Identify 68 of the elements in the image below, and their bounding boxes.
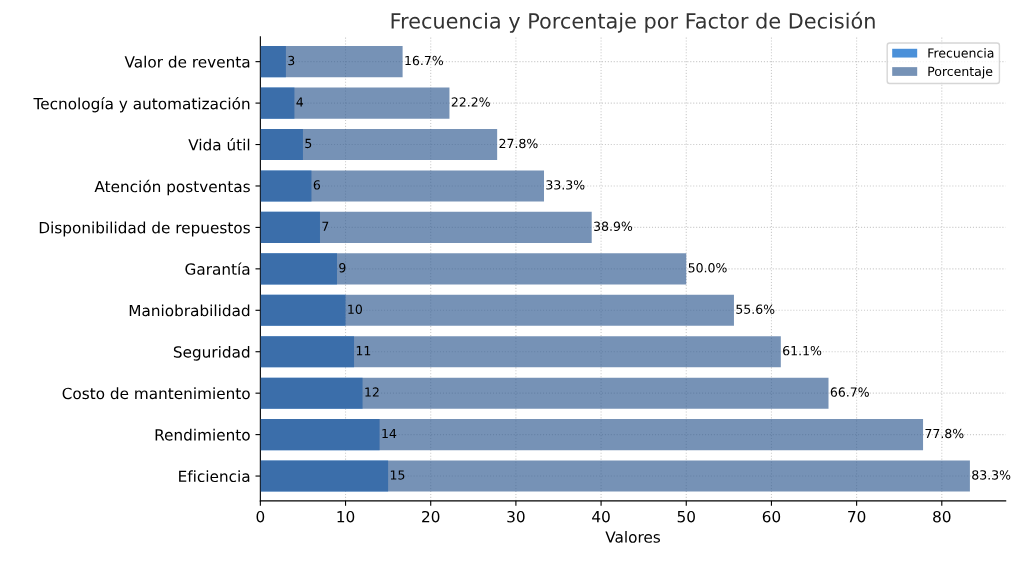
legend-label: Frecuencia [928,48,994,58]
y-tick-label: Eficiencia [179,470,250,483]
data-label: 50.0% [688,263,727,273]
bar [260,336,355,368]
data-label: 66.7% [830,387,869,397]
data-label: 38.9% [594,221,633,232]
bar [260,87,450,119]
data-label: 9 [339,263,346,273]
y-tick-label: Garantía [185,262,250,275]
data-label: 16.7% [405,55,444,66]
data-label: 6 [313,180,321,190]
bar [260,128,498,161]
bar [260,211,320,243]
data-label: 77.8% [925,428,964,439]
bar [260,460,389,492]
y-tick-label: Maniobrabilidad [129,304,250,317]
bar [260,377,363,409]
y-tick-label: Tecnología y automatización [33,96,250,113]
x-tick-label: 60 [762,510,781,523]
x-axis-title: Valores [605,530,661,543]
y-tick-label: Atención postventas [94,179,250,196]
data-label: 11 [356,346,371,356]
bar [260,46,286,78]
bar [260,377,829,409]
bar [260,419,380,451]
x-tick-label: 0 [256,510,265,523]
bar [260,294,734,326]
bar [260,128,303,161]
bar [260,211,592,243]
data-label: 27.8% [499,138,538,149]
bar [260,294,346,326]
data-label: 83.3% [972,470,1011,480]
x-tick-label: 40 [592,510,610,523]
data-label: 33.3% [546,180,585,190]
x-tick-label: 20 [422,510,440,523]
data-label: 12 [365,387,379,397]
y-tick-label: Disponibilidad de repuestos [39,221,250,237]
data-label: 10 [348,304,362,314]
x-tick-label: 10 [337,510,355,523]
y-tick-label: Rendimiento [155,428,250,441]
chart-title: Frecuencia y Porcentaje por Factor de Decisión [391,11,875,33]
data-label: 61.1% [783,345,822,356]
data-label: 7 [322,221,329,231]
bar [260,46,403,78]
data-label: 15 [390,470,405,480]
data-label: 4 [296,97,304,107]
bar [260,253,338,285]
y-tick-label: Valor de reventa [124,55,250,68]
bar [260,87,295,119]
x-tick-label: 30 [507,510,525,523]
y-tick-label: Costo de mantenimiento [62,387,250,400]
data-label: 3 [288,55,295,66]
data-label: 55.6% [736,304,775,314]
bar [260,419,924,451]
y-tick-label: Seguridad [173,345,250,361]
bar [260,170,312,202]
bar [260,253,687,285]
bar [260,336,781,368]
bar [260,170,545,202]
bar [260,460,970,492]
x-tick-label: 50 [677,510,695,523]
x-tick-label: 70 [848,510,866,523]
data-label: 5 [305,138,312,149]
legend-label: Porcentaje [928,66,993,79]
data-label: 22.2% [451,97,490,107]
x-tick-label: 80 [933,510,951,523]
y-tick-label: Vida útil [188,138,250,151]
data-label: 14 [382,428,397,439]
